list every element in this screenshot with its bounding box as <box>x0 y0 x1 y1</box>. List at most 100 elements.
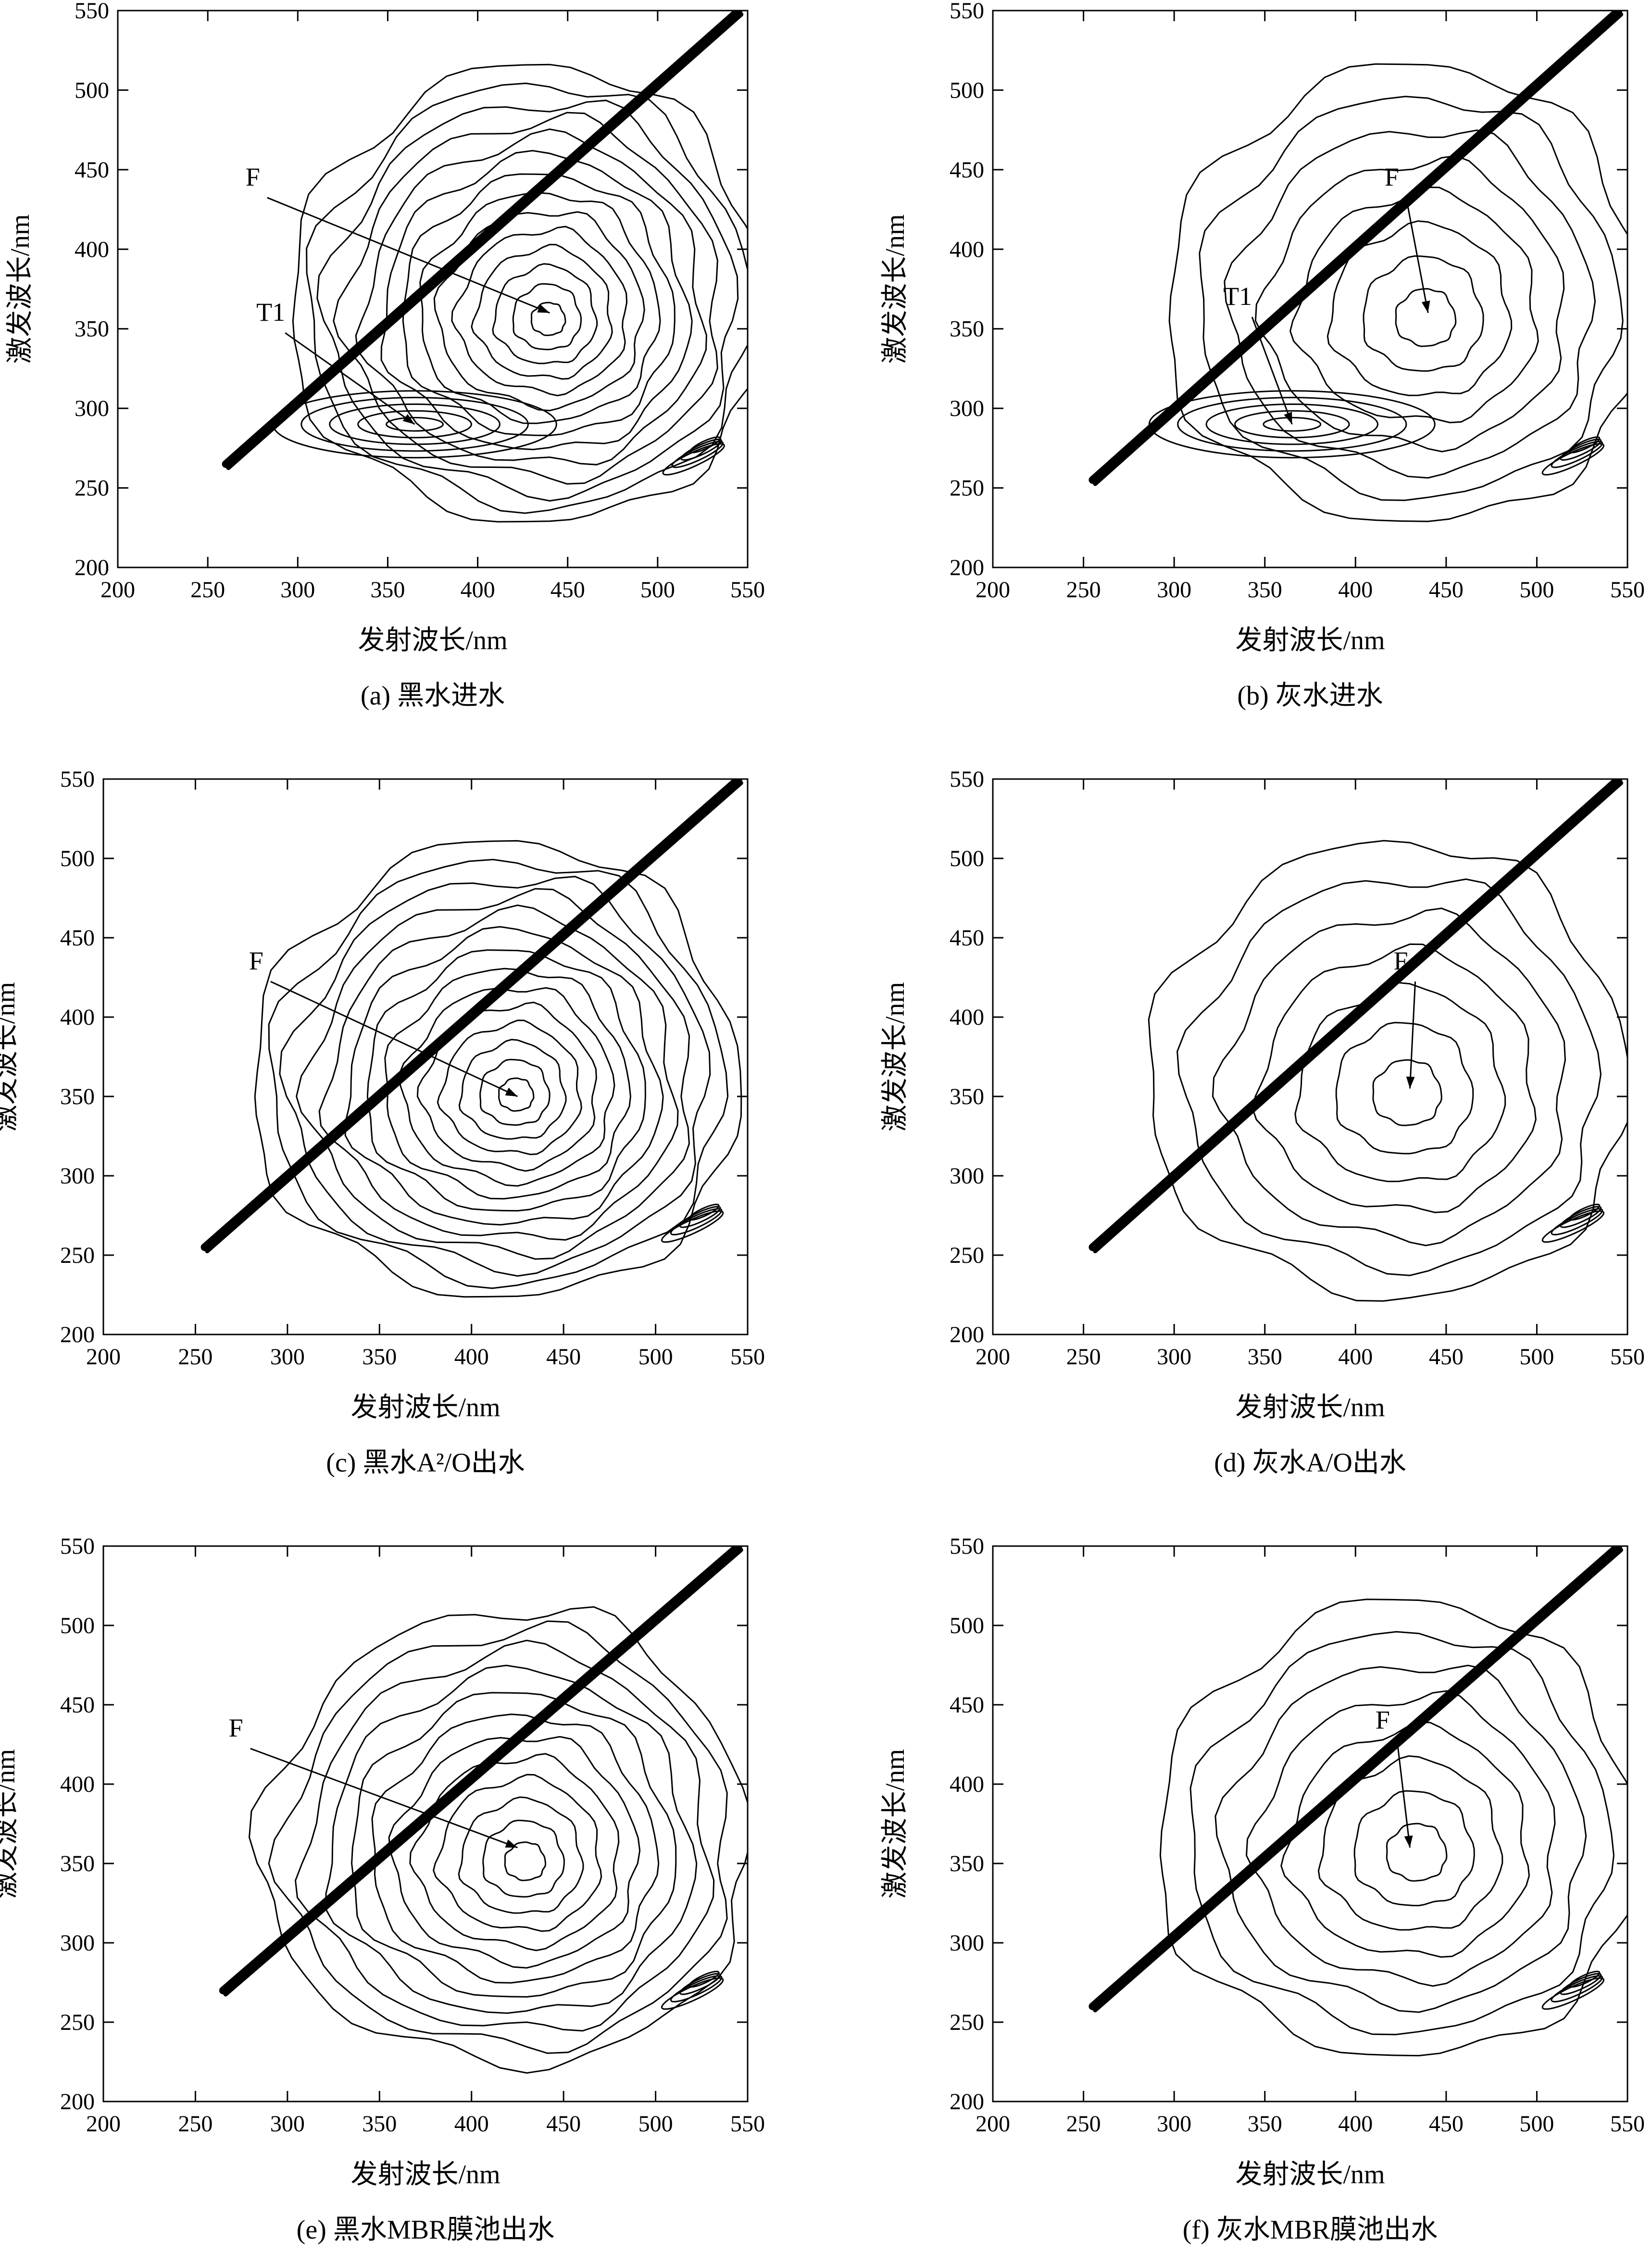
y-tick-label: 550 <box>60 1534 95 1559</box>
y-tick-label: 400 <box>950 237 984 262</box>
y-tick-label: 250 <box>60 1243 95 1268</box>
contour-line <box>292 63 748 523</box>
y-tick-label: 250 <box>75 476 109 501</box>
x-tick-label: 500 <box>1519 577 1554 603</box>
peak-arrowhead <box>1284 412 1292 425</box>
contour-line <box>366 949 646 1212</box>
x-tick-label: 200 <box>100 577 135 603</box>
y-tick-label: 500 <box>950 846 984 871</box>
contour-line <box>433 1774 602 1932</box>
scatter-band-line <box>226 12 744 470</box>
contour-line <box>1159 1598 1627 2057</box>
contour-line <box>1245 1690 1556 1987</box>
y-tick-label: 200 <box>950 555 984 580</box>
x-axis-label: 发射波长/nm <box>350 1393 500 1422</box>
scatter-fragment <box>1569 1971 1601 1988</box>
y-tick-label: 400 <box>75 237 109 262</box>
scatter-fragment <box>1560 1206 1602 1228</box>
contour-line <box>371 1713 660 1984</box>
contour-line-t1 <box>1205 403 1378 445</box>
scatter-fragment <box>1551 1975 1603 2002</box>
y-tick-label: 350 <box>75 316 109 342</box>
eem-panel-c: 200 250 300 350 400 450 500 550 200 250 300 350 400 4… <box>0 767 765 1478</box>
x-tick-label: 350 <box>1248 2111 1282 2137</box>
eem-panel-a: 200 250 300 350 400 450 500 550 200 250 300 350 400 4… <box>5 0 765 711</box>
y-tick-label: 400 <box>60 1772 95 1797</box>
x-tick-label: 450 <box>1429 577 1464 603</box>
contour-line <box>1214 1664 1587 2013</box>
contour-line-t1 <box>1148 390 1436 459</box>
panel-caption: (f) 灰水MBR膜池出水 <box>1183 2215 1438 2245</box>
peak-arrowhead <box>1404 1835 1413 1848</box>
contour-content <box>200 779 743 1298</box>
scatter-fragment <box>688 1971 720 1988</box>
contour-line <box>268 1620 728 2054</box>
plot-frame <box>992 10 1628 568</box>
contour-line <box>416 1001 597 1172</box>
peak-arrow <box>250 1748 518 1849</box>
y-tick-label: 500 <box>75 77 109 103</box>
x-tick-label: 250 <box>1066 577 1101 603</box>
x-tick-label: 450 <box>546 1344 581 1370</box>
y-tick-label: 400 <box>60 1005 95 1030</box>
plot-frame <box>102 778 749 1335</box>
scatter-fragment <box>1541 1210 1605 1243</box>
contour-line <box>419 191 661 424</box>
contour-line <box>409 1753 620 1951</box>
y-tick-label: 450 <box>950 157 984 183</box>
contour-line <box>1176 878 1602 1276</box>
scatter-fragment <box>688 1204 720 1221</box>
y-tick-label: 200 <box>60 1322 95 1347</box>
contour-line <box>1280 1721 1530 1958</box>
plot-frame <box>992 778 1628 1335</box>
contour-line <box>1353 1790 1475 1907</box>
contour-line <box>530 302 566 336</box>
y-tick-label: 200 <box>950 1322 984 1347</box>
peak-arrow <box>285 332 415 425</box>
eem-panel-e: 200 250 300 350 400 450 500 550 200 250 300 350 400 4… <box>0 1534 765 2245</box>
contour-line <box>1189 1631 1614 2036</box>
peak-arrow <box>1405 197 1429 313</box>
y-tick-label: 250 <box>950 476 984 501</box>
y-tick-label: 350 <box>950 1084 984 1109</box>
x-tick-label: 400 <box>1338 1344 1373 1370</box>
contour-line <box>355 128 707 466</box>
contour-line <box>294 1639 715 2032</box>
scatter-fragment <box>670 1208 723 1235</box>
y-tick-label: 250 <box>950 2010 984 2035</box>
contour-line <box>384 968 631 1200</box>
x-axis-label: 发射波长/nm <box>1235 626 1385 655</box>
scatter-fragment <box>1541 1977 1605 2010</box>
scatter-fragment <box>679 1973 721 1995</box>
scatter-fragment <box>661 1977 724 2010</box>
contour-line <box>318 904 679 1241</box>
y-tick-label: 550 <box>75 0 109 24</box>
y-tick-label: 500 <box>60 1613 95 1638</box>
peak-label-f: F <box>249 946 263 975</box>
x-tick-label: 250 <box>1066 2111 1101 2137</box>
contour-line <box>350 1692 677 1998</box>
x-tick-label: 550 <box>730 577 765 603</box>
contour-line <box>306 82 748 514</box>
x-axis-label: 发射波长/nm <box>1235 2160 1385 2190</box>
contour-line <box>296 888 690 1260</box>
contour-line-t1 <box>386 416 444 432</box>
x-tick-label: 500 <box>638 2111 673 2137</box>
y-axis-label: 激发波长/nm <box>5 214 35 364</box>
contour-line <box>254 840 742 1298</box>
scatter-fragment <box>661 1210 724 1243</box>
y-axis-label: 激发波长/nm <box>0 1749 21 1899</box>
x-tick-label: 350 <box>362 1344 397 1370</box>
y-tick-label: 350 <box>950 316 984 342</box>
x-tick-label: 300 <box>270 1344 305 1370</box>
peak-label-f: F <box>1385 163 1399 191</box>
y-tick-label: 200 <box>75 555 109 580</box>
eem-panel-f: 200 250 300 350 400 450 500 550 200 250 300 350 400 4… <box>880 1534 1645 2245</box>
peak-arrow <box>270 981 518 1097</box>
peak-label-t1: T1 <box>1223 282 1252 311</box>
y-tick-label: 500 <box>950 1613 984 1638</box>
peak-label-f: F <box>229 1713 243 1742</box>
contour-line <box>1317 1755 1503 1931</box>
x-tick-label: 250 <box>190 577 225 603</box>
